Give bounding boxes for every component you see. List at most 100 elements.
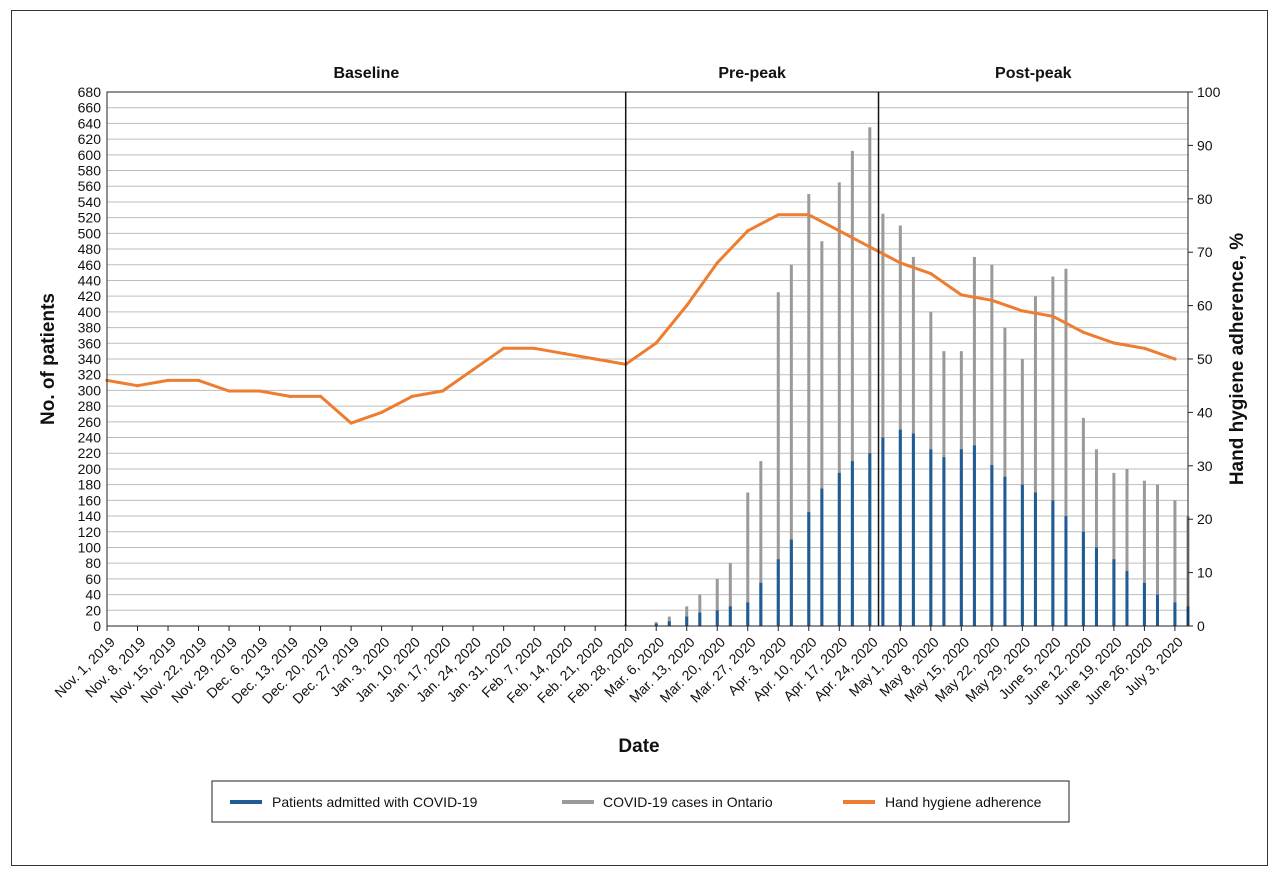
y-right-tick-label: 90 [1197,137,1213,153]
legend-label-cases: COVID-19 cases in Ontario [603,794,773,810]
bar-patients-admitted [1094,547,1098,626]
legend-label-hand-hygiene: Hand hygiene adherence [885,794,1042,810]
y-right-tick-label: 100 [1197,84,1221,100]
y-right-tick-label: 40 [1197,404,1213,420]
point-hand-hygiene [196,378,201,382]
y-left-tick-label: 260 [78,414,102,430]
y-left-tick-label: 100 [78,539,102,555]
bar-patients-admitted [1020,484,1024,626]
y-left-tick-label: 440 [78,272,102,288]
phase-label-baseline: Baseline [333,65,399,82]
bar-covid-cases [1051,276,1055,626]
y-left-tick-label: 420 [78,288,102,304]
bar-patients-admitted [1173,602,1177,626]
bar-patients-admitted [850,461,854,626]
point-hand-hygiene [563,352,567,356]
point-hand-hygiene [1081,330,1085,334]
bar-patients-admitted [1155,594,1159,626]
bar-patients-admitted [667,621,671,626]
bar-patients-admitted [807,512,811,626]
y-left-tick-label: 620 [78,131,102,147]
point-hand-hygiene [166,378,170,382]
bar-patients-admitted [789,539,793,626]
bar-covid-cases [789,264,793,626]
point-hand-hygiene [410,394,414,398]
point-hand-hygiene [837,229,841,233]
y-left-tick-label: 220 [78,445,102,461]
bar-patients-admitted [654,623,658,626]
y-right-tick-label: 70 [1197,244,1213,260]
bar-covid-cases [972,256,976,626]
y-right-tick-label: 20 [1197,511,1213,527]
y-left-tick-label: 460 [78,257,102,273]
bar-patients-admitted [698,612,702,626]
y-left-tick-label: 40 [85,587,101,603]
line-hand-hygiene-adherence [106,213,1176,425]
point-hand-hygiene [868,245,872,249]
y-left-tick-label: 580 [78,163,102,179]
bar-patients-admitted [759,582,763,626]
y-left-tick-label: 360 [78,335,102,351]
figure-frame [11,10,1268,866]
bar-patients-admitted [746,602,750,626]
point-hand-hygiene [1051,314,1055,318]
y-left-tick-label: 80 [85,555,101,571]
y-left-tick-label: 180 [78,477,102,493]
y-right-tick-label: 10 [1197,565,1213,581]
bar-covid-cases [1094,449,1098,626]
bar-patients-admitted [868,453,872,626]
bar-patients-admitted [837,472,841,626]
point-hand-hygiene [715,261,719,265]
y-right-tick-label: 60 [1197,298,1213,314]
bar-covid-cases [759,461,763,626]
bar-patients-admitted [959,449,963,626]
y-left-tick-label: 480 [78,241,102,257]
y-right-tick-label: 80 [1197,191,1213,207]
bar-covid-cases [715,578,719,626]
point-hand-hygiene [380,410,384,414]
point-hand-hygiene [959,293,963,297]
bar-patients-admitted [1051,500,1055,626]
y-right-tick-label: 30 [1197,458,1213,474]
point-hand-hygiene [593,357,597,361]
bar-covid-cases [1064,268,1068,626]
point-hand-hygiene [288,394,292,398]
y-left-tick-label: 380 [78,320,102,336]
bar-patients-admitted [728,606,732,626]
legend-label-patients: Patients admitted with COVID-19 [272,794,478,810]
y-left-tick-label: 400 [78,304,102,320]
bar-patients-admitted [942,457,946,626]
bar-patients-admitted [898,429,902,626]
point-hand-hygiene [227,389,231,393]
point-hand-hygiene [349,421,353,425]
bar-covid-cases [1033,296,1037,626]
y-left-tick-label: 20 [85,602,101,618]
bar-patients-admitted [715,610,719,626]
bar-covid-cases [1125,468,1129,626]
y-left-tick-label: 320 [78,367,102,383]
bar-patients-admitted [1003,476,1007,626]
y-left-tick-label: 600 [78,147,102,163]
legend-swatch-cases [562,800,594,804]
point-hand-hygiene [1142,346,1147,350]
point-hand-hygiene [1020,309,1024,313]
bar-covid-cases [698,594,702,626]
y-left-tick-label: 680 [78,84,102,100]
bar-covid-cases [1112,472,1116,626]
y-left-tick-label: 300 [78,382,102,398]
y-left-tick-label: 500 [78,225,102,241]
y-left-tick-label: 0 [93,618,101,634]
bar-covid-cases [746,492,750,626]
bar-patients-admitted [911,433,915,626]
point-hand-hygiene [257,389,262,393]
phase-label-post-peak: Post-peak [995,65,1072,82]
bar-covid-cases [1081,417,1085,626]
y-axis-left-title: No. of patients [38,293,59,425]
y-left-tick-label: 640 [78,115,102,131]
y-left-tick-label: 240 [78,430,102,446]
phase-label-pre-peak: Pre-peak [718,65,786,82]
bar-patients-admitted [776,559,780,626]
point-hand-hygiene [746,229,750,233]
bar-covid-cases [850,150,854,626]
